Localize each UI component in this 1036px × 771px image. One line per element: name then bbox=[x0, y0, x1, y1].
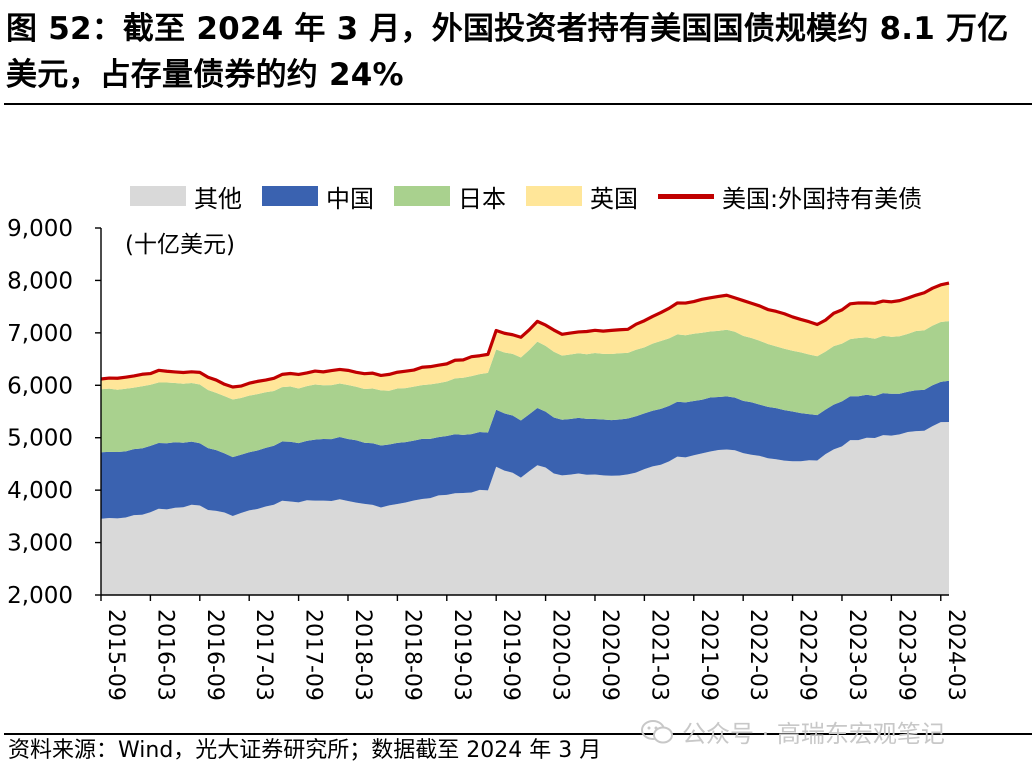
x-tick-label: 2019-03 bbox=[449, 609, 474, 701]
chart-legend: 其他 中国 日本 英国 美国:外国持有美债 bbox=[130, 179, 942, 214]
y-tick-label: 9,000 bbox=[7, 216, 73, 242]
unit-label: (十亿美元) bbox=[125, 232, 235, 258]
area-series-uk bbox=[101, 283, 949, 400]
legend-label-other: 其他 bbox=[194, 184, 242, 213]
x-tick-label: 2023-03 bbox=[844, 609, 869, 701]
area-series-other bbox=[101, 421, 949, 595]
x-tick-label: 2023-09 bbox=[893, 609, 918, 701]
legend-label-china: 中国 bbox=[326, 184, 374, 213]
legend-label-uk: 英国 bbox=[590, 184, 638, 213]
x-tick-label: 2016-09 bbox=[202, 609, 227, 701]
y-tick-label: 4,000 bbox=[7, 478, 73, 504]
x-tick-label: 2018-09 bbox=[399, 609, 424, 701]
legend-swatch-japan bbox=[394, 186, 450, 206]
watermark-text: 公众号 · 高瑞东宏观笔记 bbox=[682, 720, 945, 748]
legend-label-total: 美国:外国持有美债 bbox=[722, 184, 923, 213]
y-tick-label: 7,000 bbox=[7, 321, 73, 347]
x-tick-label: 2024-03 bbox=[943, 609, 968, 701]
x-tick-label: 2020-03 bbox=[548, 609, 573, 701]
legend-swatch-uk bbox=[526, 186, 582, 206]
footer-divider bbox=[4, 733, 1032, 735]
x-tick-label: 2021-09 bbox=[696, 609, 721, 701]
x-tick-label: 2022-03 bbox=[745, 609, 770, 701]
y-tick-label: 3,000 bbox=[7, 531, 73, 557]
legend-item-uk: 英国 bbox=[526, 179, 638, 214]
legend-swatch-china bbox=[262, 186, 318, 206]
x-tick-label: 2015-09 bbox=[103, 609, 128, 701]
legend-item-total: 美国:外国持有美债 bbox=[658, 179, 922, 214]
legend-line-total bbox=[658, 193, 714, 199]
chart-title: 图 52：截至 2024 年 3 月，外国投资者持有美国国债规模约 8.1 万亿… bbox=[6, 11, 1009, 93]
legend-item-japan: 日本 bbox=[394, 179, 506, 214]
area-series-japan bbox=[101, 321, 949, 458]
area-series-china bbox=[101, 380, 949, 519]
watermark: 公众号 · 高瑞东宏观笔记 bbox=[640, 714, 945, 749]
y-tick-label: 8,000 bbox=[7, 268, 73, 294]
y-tick-label: 2,000 bbox=[7, 583, 73, 609]
stacked-area-chart: 2,000 3,000 4,000 5,000 6,000 7,000 8,000 9,000… bbox=[7, 216, 968, 701]
legend-swatch-other bbox=[130, 186, 186, 206]
title-divider bbox=[4, 103, 1032, 105]
x-tick-label: 2017-03 bbox=[251, 609, 276, 701]
x-tick-label: 2019-09 bbox=[498, 609, 523, 701]
wechat-icon bbox=[641, 719, 673, 743]
legend-item-china: 中国 bbox=[262, 179, 374, 214]
x-tick-label: 2021-03 bbox=[646, 609, 671, 701]
x-tick-label: 2022-09 bbox=[795, 609, 820, 701]
y-tick-label: 5,000 bbox=[7, 426, 73, 452]
legend-item-other: 其他 bbox=[130, 179, 242, 214]
source-note: 资料来源：Wind，光大证券研究所；数据截至 2024 年 3 月 bbox=[8, 738, 602, 763]
legend-label-japan: 日本 bbox=[458, 184, 506, 213]
x-tick-label: 2020-09 bbox=[597, 609, 622, 701]
line-series-total bbox=[100, 281, 950, 389]
y-tick-label: 6,000 bbox=[7, 373, 73, 399]
x-tick-label: 2016-03 bbox=[152, 609, 177, 701]
x-tick-label: 2018-03 bbox=[350, 609, 375, 701]
x-tick-label: 2017-09 bbox=[301, 609, 326, 701]
